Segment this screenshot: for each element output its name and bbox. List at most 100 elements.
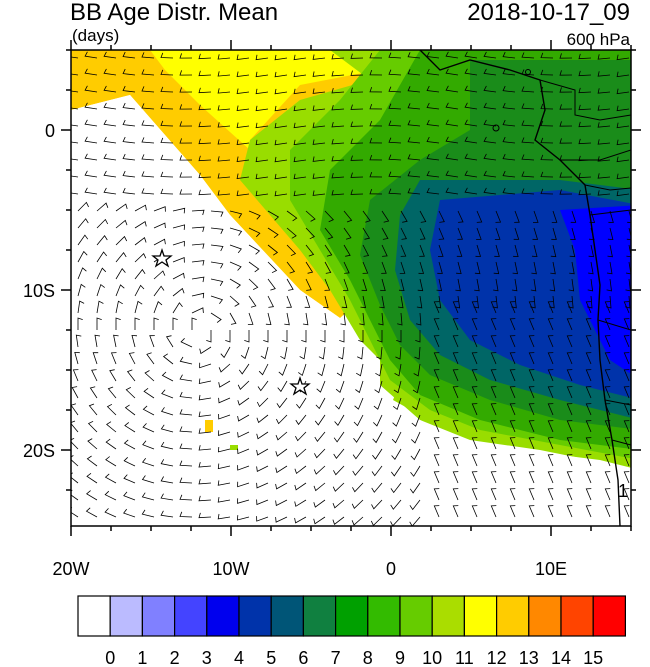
wind-barb xyxy=(172,287,185,297)
lat-label-0: 0 xyxy=(45,121,55,141)
wind-barb xyxy=(153,301,163,314)
wind-barb xyxy=(115,268,126,280)
wind-barb xyxy=(483,51,497,59)
wind-barb xyxy=(236,71,250,77)
wind-barb xyxy=(623,335,630,348)
wind-barb xyxy=(378,312,384,326)
wind-barb xyxy=(606,278,612,292)
wind-barb xyxy=(179,155,193,161)
wind-barb xyxy=(511,295,517,309)
wind-barb xyxy=(350,104,364,110)
wind-barb xyxy=(394,363,402,377)
wind-barb xyxy=(91,369,98,382)
wind-barb xyxy=(198,512,212,519)
wind-barb xyxy=(280,346,288,360)
wind-barb xyxy=(229,244,242,254)
wind-barb xyxy=(179,356,193,365)
wind-barb xyxy=(160,154,174,161)
wind-barb xyxy=(502,136,516,144)
age-band-blue xyxy=(560,205,631,374)
wind-barb xyxy=(388,69,402,76)
wind-barb xyxy=(71,192,79,195)
wind-barb xyxy=(471,505,478,518)
wind-barb xyxy=(474,278,480,292)
wind-barb xyxy=(597,54,611,60)
wind-barb xyxy=(84,85,98,93)
wind-barb xyxy=(229,295,240,307)
wind-barb xyxy=(433,403,440,416)
wind-barb xyxy=(110,352,117,365)
wind-barb xyxy=(352,448,364,460)
wind-barb xyxy=(492,295,498,309)
colorbar-box xyxy=(496,595,530,637)
wind-barb xyxy=(122,187,136,195)
wind-barb xyxy=(286,244,297,257)
wind-barb xyxy=(623,420,630,433)
wind-barb xyxy=(376,346,383,360)
wind-barb xyxy=(559,53,573,59)
wind-barb xyxy=(277,380,288,393)
wind-barb xyxy=(540,86,554,93)
colorbar-label: 14 xyxy=(551,648,571,667)
wind-barb xyxy=(198,138,212,145)
wind-barb xyxy=(355,363,364,377)
wind-barb xyxy=(400,227,408,240)
wind-barb xyxy=(217,173,231,179)
wind-barb xyxy=(547,301,554,314)
wind-barb xyxy=(566,335,573,348)
wind-barb xyxy=(407,52,421,59)
wind-barb xyxy=(509,386,516,399)
colorbar-box xyxy=(174,595,208,637)
wind-barb xyxy=(407,69,421,76)
wind-barb xyxy=(426,153,440,161)
wind-barb xyxy=(77,267,87,280)
wind-barb xyxy=(198,495,212,502)
wind-barb xyxy=(604,488,611,501)
wind-barb xyxy=(540,188,554,195)
wind-barb xyxy=(134,237,147,246)
wind-barb xyxy=(528,454,535,467)
wind-barb xyxy=(296,397,307,409)
wind-barb xyxy=(471,420,478,433)
wind-barb xyxy=(623,437,630,450)
wind-barb xyxy=(115,284,125,297)
wind-barb xyxy=(122,51,136,59)
wind-barb xyxy=(179,189,193,195)
wind-barb xyxy=(371,482,383,493)
wind-barb xyxy=(172,272,185,280)
wind-barb xyxy=(566,420,573,433)
wind-barb xyxy=(153,285,165,297)
wind-barb xyxy=(265,312,272,326)
wind-barb xyxy=(191,226,205,233)
wind-barb xyxy=(350,155,364,161)
wind-barb xyxy=(445,170,459,178)
wind-barb xyxy=(585,318,592,331)
wind-barb xyxy=(547,505,554,518)
wind-barb xyxy=(293,54,307,61)
wind-barb xyxy=(410,448,421,461)
wind-barb xyxy=(229,227,243,236)
wind-barb xyxy=(84,102,98,110)
wind-barb xyxy=(566,318,573,331)
wind-barb xyxy=(452,437,459,450)
wind-barb xyxy=(94,334,101,348)
wind-barb xyxy=(143,387,155,399)
wind-barb xyxy=(471,301,478,314)
wind-barb xyxy=(96,283,105,297)
wind-barb xyxy=(96,235,108,246)
wind-barb xyxy=(179,409,193,416)
wind-barb xyxy=(331,189,345,196)
wind-barb xyxy=(267,227,279,239)
wind-barb xyxy=(324,244,333,257)
wind-barb xyxy=(490,488,497,501)
age-band-gold xyxy=(71,50,631,318)
wind-barb xyxy=(597,71,611,77)
wind-barb xyxy=(134,300,143,314)
wind-barb xyxy=(331,104,345,111)
wind-barb xyxy=(274,105,288,112)
wind-barb xyxy=(388,137,402,144)
wind-barb xyxy=(237,498,250,504)
wind-barb xyxy=(275,431,288,441)
wind-barb xyxy=(570,210,577,223)
